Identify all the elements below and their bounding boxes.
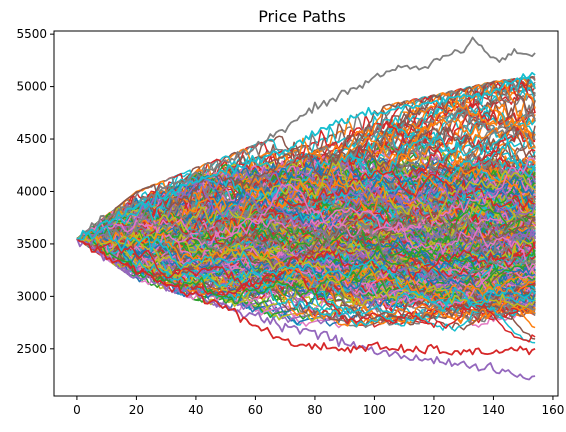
y-tick-label: 4500	[16, 132, 47, 146]
price-path-line	[76, 235, 536, 291]
x-axis: 0 20 40 60 80 100 120 140 160	[73, 396, 564, 417]
price-path-line	[76, 181, 536, 245]
price-path-line	[76, 212, 536, 283]
y-axis: 2500 3000 3500 4000 4500 5000 5500	[16, 27, 54, 356]
y-tick-label: 5000	[16, 80, 47, 94]
price-path-line	[76, 156, 536, 261]
price-path-line	[76, 195, 536, 260]
price-path-line	[76, 163, 536, 247]
chart-title: Price Paths	[258, 7, 346, 26]
price-paths	[76, 76, 536, 344]
price-path-line	[76, 207, 536, 279]
price-path-line	[76, 238, 536, 317]
y-tick-label: 3000	[16, 289, 47, 303]
price-path-line	[76, 187, 536, 255]
extreme-price-path-line	[76, 238, 536, 356]
price-path-line	[76, 236, 536, 290]
x-tick-label: 20	[129, 403, 144, 417]
highlighted-paths	[76, 36, 536, 381]
extreme-price-path-line	[76, 36, 536, 240]
price-path-line	[76, 231, 536, 308]
x-tick-label: 60	[248, 403, 263, 417]
price-path-line	[76, 81, 536, 242]
plot-frame	[53, 30, 559, 397]
y-tick-label: 3500	[16, 237, 47, 251]
price-path-line	[76, 236, 536, 343]
x-tick-label: 0	[73, 403, 81, 417]
price-path-line	[76, 199, 536, 258]
x-tick-label: 80	[307, 403, 322, 417]
price-path-line	[76, 202, 536, 270]
x-tick-label: 100	[363, 403, 386, 417]
x-tick-label: 160	[541, 403, 564, 417]
price-path-line	[76, 225, 536, 307]
x-tick-label: 120	[422, 403, 445, 417]
y-tick-label: 2500	[16, 342, 47, 356]
y-tick-label: 5500	[16, 27, 47, 41]
y-tick-label: 4000	[16, 184, 47, 198]
extreme-price-path-line	[76, 238, 536, 381]
extreme-price-path-line	[76, 71, 536, 240]
x-tick-label: 140	[482, 403, 505, 417]
x-tick-label: 40	[188, 403, 203, 417]
